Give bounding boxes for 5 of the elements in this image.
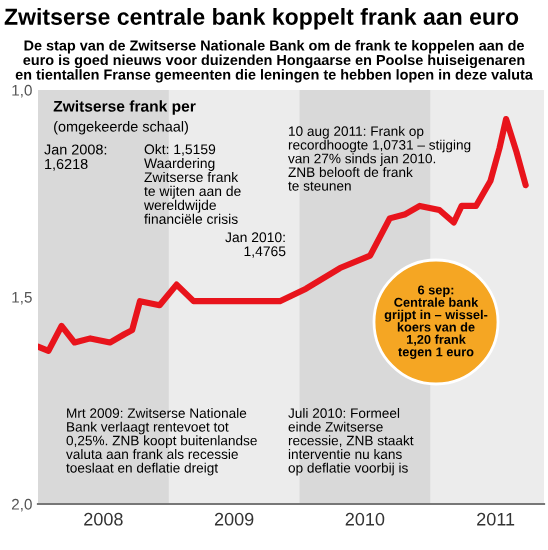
x-tick-label: 2010	[345, 512, 385, 526]
chart-title: Zwitserse centrale bank koppelt frank aan euro	[4, 8, 519, 30]
x-tick-label: 2011	[477, 512, 515, 526]
x-tick-label: 2008	[84, 512, 123, 526]
x-tick-label: 2009	[214, 512, 254, 526]
